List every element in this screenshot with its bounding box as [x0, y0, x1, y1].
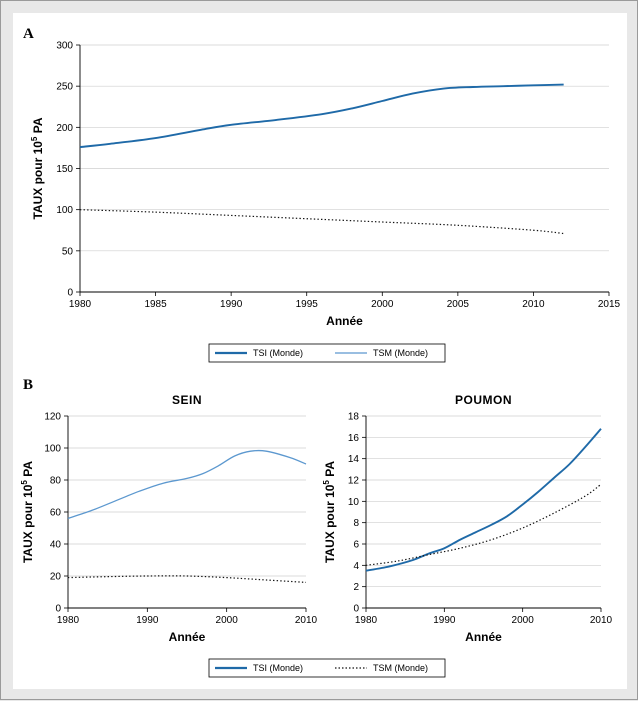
y-axis-label-unit: PA [323, 461, 337, 480]
y-tick-label: 14 [348, 454, 360, 465]
chart-a: 0 50 100 150 200 250 300 1980 1985 1990 1995 2000 20… [30, 41, 621, 329]
series-line-tsm [68, 576, 306, 583]
y-axis-label-main: TAUX pour 10 [31, 141, 45, 220]
x-tick-label: 2010 [295, 615, 318, 626]
series-line-tsi [80, 85, 564, 148]
figure-frame: A B 0 50 100 150 200 250 300 1980 1985 1990 1995 20… [0, 0, 638, 700]
legend-b-tsi-label: TSI (Monde) [253, 663, 303, 673]
x-tick-label: 1990 [136, 615, 159, 626]
y-axis-label: TAUX pour 105 PA [20, 461, 35, 563]
series-line-tsi [68, 450, 306, 518]
legend-a: TSI (Monde) TSM (Monde) [209, 344, 445, 362]
y-tick-label: 50 [62, 246, 74, 257]
legend-b: TSI (Monde) TSM (Monde) [209, 659, 445, 677]
y-tick-label: 18 [348, 412, 360, 423]
chart-poumon: 0 2 4 6 8 10 12 14 16 18 1980 1990 2000 2010 Année TAUX… [322, 393, 613, 644]
series-line-tsm [366, 484, 601, 565]
x-tick-label: 2010 [522, 299, 545, 310]
y-axis-label: TAUX pour 105 PA [322, 461, 337, 563]
x-tick-label: 2000 [216, 615, 239, 626]
y-tick-label: 150 [56, 164, 73, 175]
y-tick-label: 20 [50, 572, 62, 583]
legend-a-tsm-label: TSM (Monde) [373, 348, 428, 358]
y-axis-label-main: TAUX pour 10 [21, 484, 35, 563]
y-tick-label: 12 [348, 476, 360, 487]
y-tick-label: 0 [353, 604, 359, 615]
panel-label-b: B [23, 377, 33, 393]
x-tick-label: 2005 [447, 299, 470, 310]
x-axis-label: Année [326, 314, 363, 328]
chart-title: SEIN [172, 393, 202, 407]
x-axis-label: Année [169, 630, 206, 644]
y-tick-label: 2 [353, 582, 359, 593]
y-tick-label: 8 [353, 518, 359, 529]
y-tick-label: 100 [44, 444, 61, 455]
x-tick-label: 1980 [355, 615, 378, 626]
series-line-tsm [80, 210, 564, 234]
x-tick-label: 2000 [512, 615, 535, 626]
y-tick-label: 300 [56, 41, 73, 52]
x-tick-label: 1985 [144, 299, 167, 310]
chart-sein: 0 20 40 60 80 100 120 1980 1990 2000 2010 Année TAUX… [20, 393, 318, 644]
figure-svg: A B 0501001502002503001980 1985 1990 1995 20… [1, 1, 638, 701]
y-tick-label: 10 [348, 497, 360, 508]
legend-a-tsi-label: TSI (Monde) [253, 348, 303, 358]
y-tick-label: 6 [353, 540, 359, 551]
y-tick-label: 16 [348, 433, 360, 444]
x-tick-label: 1995 [296, 299, 319, 310]
x-tick-label: 2015 [598, 299, 621, 310]
chart-title: POUMON [455, 393, 512, 407]
y-tick-label: 100 [56, 205, 73, 216]
legend-b-tsm-label: TSM (Monde) [373, 663, 428, 673]
x-axis-label: Année [465, 630, 502, 644]
x-tick-label: 1990 [433, 615, 456, 626]
y-axis-label-unit: PA [31, 117, 45, 136]
panel-label-a: A [23, 26, 34, 42]
y-tick-label: 120 [44, 412, 61, 423]
x-tick-label: 1980 [57, 615, 80, 626]
y-axis-label-main: TAUX pour 10 [323, 484, 337, 563]
y-tick-label: 250 [56, 82, 73, 93]
y-axis-label: TAUX pour 105 PA [30, 117, 45, 219]
y-tick-label: 80 [50, 476, 62, 487]
x-tick-label: 1980 [69, 299, 92, 310]
series-line-tsi [366, 429, 601, 571]
y-axis-label-unit: PA [21, 461, 35, 480]
y-tick-label: 60 [50, 508, 62, 519]
y-tick-label: 200 [56, 123, 73, 134]
x-tick-label: 2000 [371, 299, 394, 310]
x-tick-label: 2010 [590, 615, 613, 626]
x-tick-label: 1990 [220, 299, 243, 310]
y-tick-label: 4 [353, 561, 359, 572]
y-tick-label: 0 [67, 288, 73, 299]
y-tick-label: 0 [55, 604, 61, 615]
y-tick-label: 40 [50, 540, 62, 551]
